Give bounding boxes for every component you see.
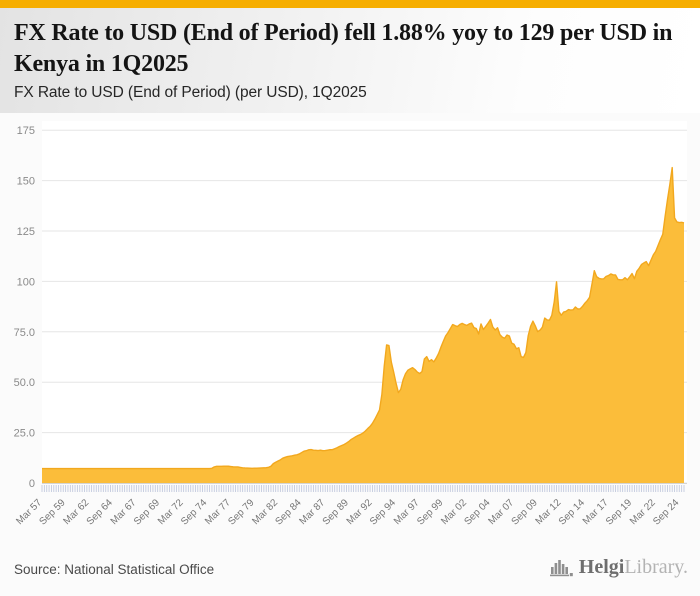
x-axis-tick-label: Sep 04 bbox=[462, 497, 492, 527]
y-axis-tick-label: 25.0 bbox=[14, 428, 35, 440]
x-axis-tick-label: Sep 64 bbox=[85, 497, 115, 527]
x-axis-tick-label: Sep 84 bbox=[274, 497, 304, 527]
accent-top-bar bbox=[0, 0, 700, 8]
y-axis-tick-label: 50.0 bbox=[14, 377, 35, 389]
x-axis-tick-label: Sep 79 bbox=[226, 497, 256, 527]
page-title: FX Rate to USD (End of Period) fell 1.88… bbox=[14, 20, 673, 77]
chart-subtitle: FX Rate to USD (End of Period) (per USD)… bbox=[14, 84, 367, 102]
chart-header: FX Rate to USD (End of Period) fell 1.88… bbox=[0, 8, 700, 113]
y-axis-tick-label: 0 bbox=[29, 478, 35, 490]
x-axis-tick-label: Sep 89 bbox=[321, 497, 351, 527]
bar-chart-logo-icon bbox=[549, 558, 574, 578]
x-axis-tick-label: Sep 09 bbox=[510, 497, 540, 527]
logo-text-primary: Helgi bbox=[578, 556, 625, 578]
x-axis-tick-label: Sep 69 bbox=[132, 497, 162, 527]
x-axis-tick-label: Sep 99 bbox=[415, 497, 445, 527]
x-axis-tick-label: Sep 19 bbox=[604, 497, 634, 527]
helgi-library-logo: Helgi Library. bbox=[549, 556, 688, 579]
y-axis-tick-label: 75.0 bbox=[14, 327, 35, 339]
source-note: Source: National Statistical Office bbox=[14, 562, 215, 577]
x-axis-tick-label: Sep 24 bbox=[651, 497, 681, 527]
y-axis-tick-label: 100 bbox=[17, 276, 35, 288]
y-axis-tick-label: 150 bbox=[17, 176, 35, 188]
x-axis-tick-label: Sep 14 bbox=[557, 497, 587, 527]
area-series-fill bbox=[42, 167, 684, 483]
area-series-line bbox=[42, 166, 685, 470]
x-axis-tick-label: Sep 74 bbox=[179, 497, 209, 527]
y-axis-tick-label: 175 bbox=[17, 125, 35, 137]
logo-text-secondary: Library. bbox=[624, 556, 688, 578]
y-axis-tick-label: 125 bbox=[17, 226, 35, 238]
x-axis-tick-label: Sep 94 bbox=[368, 497, 398, 527]
x-axis-tick-label: Sep 59 bbox=[38, 497, 68, 527]
chart-footer: Source: National Statistical Office Helg… bbox=[0, 550, 700, 596]
fx-rate-area-chart: 0 25.0 50.0 75.0 100 125 150 175 Mar 57 Sep 59 Mar… bbox=[0, 113, 700, 550]
